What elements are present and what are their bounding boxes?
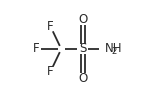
Text: O: O xyxy=(78,72,87,85)
Text: 2: 2 xyxy=(111,47,117,56)
Text: F: F xyxy=(47,65,54,78)
Text: S: S xyxy=(79,43,87,55)
Text: F: F xyxy=(33,43,39,55)
Text: F: F xyxy=(47,20,54,33)
Text: NH: NH xyxy=(104,43,122,55)
Text: O: O xyxy=(78,13,87,26)
